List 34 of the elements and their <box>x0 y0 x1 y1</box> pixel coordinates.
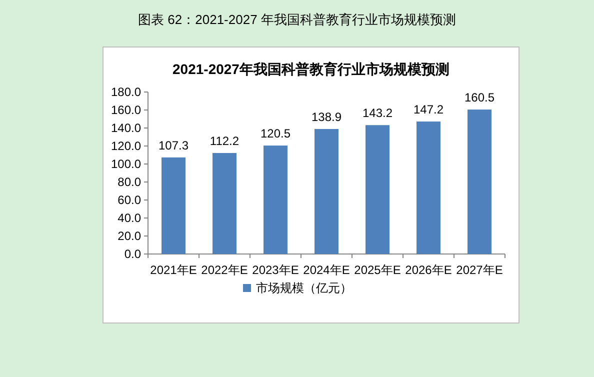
legend: 市场规模（亿元） <box>243 281 352 295</box>
y-tick-label: 80.0 <box>118 175 142 189</box>
chart-title: 2021-2027年我国科普教育行业市场规模预测 <box>172 61 450 77</box>
text: 图表 62：2021-2027 年我国科普教育行业市场规模预测 <box>138 12 456 27</box>
y-tick-label: 180.0 <box>110 85 142 99</box>
data-label: 138.9 <box>311 110 342 124</box>
bar <box>416 122 440 254</box>
data-label: 147.2 <box>413 102 444 117</box>
x-tick-label: 2026年E <box>405 263 452 277</box>
bar <box>314 128 338 254</box>
x-tick-label: 2024年E <box>303 263 350 277</box>
data-label: 143.2 <box>362 106 393 120</box>
x-tick-label: 2025年E <box>354 263 401 277</box>
y-tick-label: 120.0 <box>110 139 142 153</box>
y-tick-label: 160.0 <box>110 103 142 117</box>
y-tick-label: 140.0 <box>110 121 142 135</box>
bar <box>264 146 288 254</box>
x-tick-label: 2021年E <box>150 263 197 277</box>
x-tick-label: 2023年E <box>252 263 299 277</box>
y-tick-label: 0.0 <box>124 247 142 261</box>
data-label: 112.2 <box>210 134 240 148</box>
bar <box>366 125 390 254</box>
y-tick-label: 60.0 <box>118 193 142 207</box>
data-label: 107.3 <box>158 138 189 152</box>
y-tick-label: 20.0 <box>118 229 142 243</box>
data-label: 120.5 <box>260 126 291 141</box>
bar <box>162 157 186 254</box>
x-tick-label: 2022年E <box>201 263 248 277</box>
data-label: 160.5 <box>464 90 495 105</box>
bar <box>468 110 492 254</box>
y-tick-label: 40.0 <box>118 211 142 225</box>
bar <box>212 153 236 254</box>
x-tick-label: 2027年E <box>456 263 503 277</box>
y-tick-label: 100.0 <box>110 157 142 171</box>
